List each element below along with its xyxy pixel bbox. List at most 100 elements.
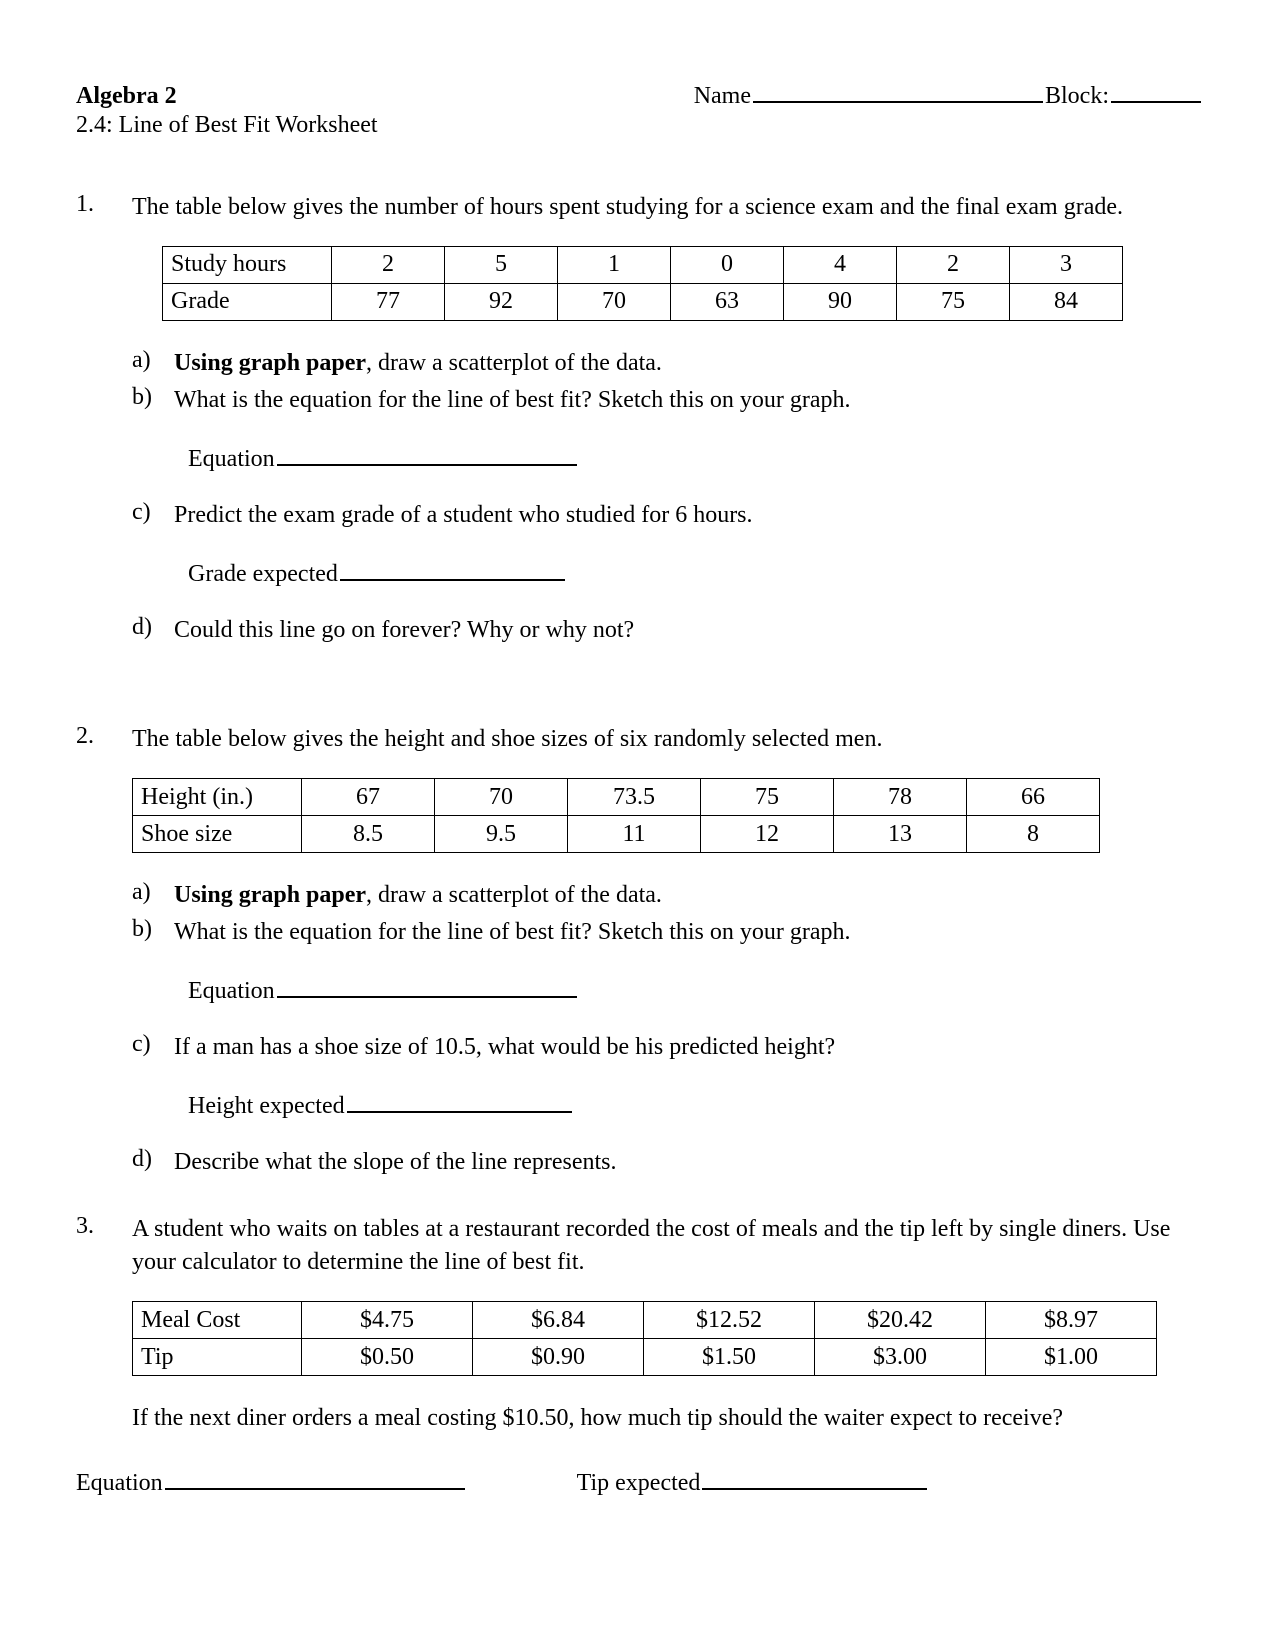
- problem-number: 2.: [76, 723, 132, 750]
- row-label: Height (in.): [133, 779, 302, 816]
- name-label: Name: [694, 83, 751, 109]
- equation-answer: Equation: [76, 1465, 467, 1497]
- data-cell: 66: [967, 779, 1100, 816]
- data-cell: 75: [897, 283, 1010, 320]
- data-cell: $1.50: [644, 1339, 815, 1376]
- sub-text: Using graph paper, draw a scatterplot of…: [174, 347, 1203, 380]
- problem-number: 1.: [76, 191, 132, 218]
- equation-answer: Equation: [188, 441, 1203, 473]
- tip-blank[interactable]: [702, 1465, 927, 1490]
- data-cell: 77: [332, 283, 445, 320]
- sub-letter: c): [132, 1031, 174, 1058]
- problem-prompt: A student who waits on tables at a resta…: [132, 1213, 1203, 1279]
- followup-text: If the next diner orders a meal costing …: [132, 1402, 1203, 1435]
- data-cell: 5: [445, 246, 558, 283]
- table-row: Shoe size 8.5 9.5 11 12 13 8: [133, 816, 1100, 853]
- answer-label: Equation: [188, 978, 275, 1004]
- table-row: Tip $0.50 $0.90 $1.50 $3.00 $1.00: [133, 1339, 1157, 1376]
- data-cell: $0.90: [473, 1339, 644, 1376]
- data-cell: 75: [701, 779, 834, 816]
- data-cell: 4: [784, 246, 897, 283]
- problem-2: 2. The table below gives the height and …: [76, 723, 1203, 1179]
- grade-expected-answer: Grade expected: [188, 556, 1203, 588]
- row-label: Meal Cost: [133, 1302, 302, 1339]
- data-cell: $0.50: [302, 1339, 473, 1376]
- data-table-3: Meal Cost $4.75 $6.84 $12.52 $20.42 $8.9…: [132, 1301, 1157, 1376]
- sub-text: Using graph paper, draw a scatterplot of…: [174, 879, 1203, 912]
- data-cell: 70: [435, 779, 568, 816]
- table-row: Height (in.) 67 70 73.5 75 78 66: [133, 779, 1100, 816]
- sub-letter: a): [132, 879, 174, 906]
- grade-blank[interactable]: [340, 556, 565, 581]
- sub-text: Could this line go on forever? Why or wh…: [174, 614, 1203, 647]
- data-cell: $8.97: [986, 1302, 1157, 1339]
- sub-letter: c): [132, 499, 174, 526]
- table-row: Meal Cost $4.75 $6.84 $12.52 $20.42 $8.9…: [133, 1302, 1157, 1339]
- data-cell: $3.00: [815, 1339, 986, 1376]
- data-cell: 13: [834, 816, 967, 853]
- worksheet-subtitle: 2.4: Line of Best Fit Worksheet: [76, 112, 1203, 139]
- equation-blank[interactable]: [277, 441, 577, 466]
- data-cell: 8.5: [302, 816, 435, 853]
- data-cell: $20.42: [815, 1302, 986, 1339]
- data-cell: 2: [332, 246, 445, 283]
- block-blank[interactable]: [1111, 78, 1201, 103]
- name-blank[interactable]: [753, 78, 1043, 103]
- sub-text: If a man has a shoe size of 10.5, what w…: [174, 1031, 1203, 1064]
- data-cell: 9.5: [435, 816, 568, 853]
- data-cell: 70: [558, 283, 671, 320]
- problem-3-answers: Equation Tip expected: [76, 1465, 1203, 1497]
- sub-text: Predict the exam grade of a student who …: [174, 499, 1203, 532]
- data-cell: 92: [445, 283, 558, 320]
- sub-letter: b): [132, 384, 174, 411]
- sub-letter: d): [132, 1146, 174, 1173]
- answer-label: Grade expected: [188, 561, 338, 587]
- data-cell: $12.52: [644, 1302, 815, 1339]
- data-cell: 0: [671, 246, 784, 283]
- data-cell: 2: [897, 246, 1010, 283]
- row-label: Shoe size: [133, 816, 302, 853]
- table-row: Study hours 2 5 1 0 4 2 3: [163, 246, 1123, 283]
- answer-label: Height expected: [188, 1093, 345, 1119]
- data-cell: 78: [834, 779, 967, 816]
- data-cell: 67: [302, 779, 435, 816]
- answer-label: Equation: [76, 1470, 163, 1496]
- data-cell: 90: [784, 283, 897, 320]
- problem-prompt: The table below gives the number of hour…: [132, 191, 1203, 224]
- equation-answer: Equation: [188, 973, 1203, 1005]
- name-block-group: Name Block:: [694, 78, 1203, 110]
- data-cell: $4.75: [302, 1302, 473, 1339]
- header-row: Algebra 2 NameBlock:: [76, 78, 1203, 110]
- data-cell: 8: [967, 816, 1100, 853]
- row-label: Study hours: [163, 246, 332, 283]
- data-table-1: Study hours 2 5 1 0 4 2 3 Grade 77: [162, 246, 1123, 321]
- data-cell: 3: [1010, 246, 1123, 283]
- data-cell: $6.84: [473, 1302, 644, 1339]
- block-label: Block:: [1045, 83, 1109, 109]
- problem-3: 3. A student who waits on tables at a re…: [76, 1213, 1203, 1497]
- data-cell: 11: [568, 816, 701, 853]
- data-cell: $1.00: [986, 1339, 1157, 1376]
- data-cell: 84: [1010, 283, 1123, 320]
- problems-container: 1. The table below gives the number of h…: [76, 191, 1203, 1497]
- equation-blank[interactable]: [165, 1465, 465, 1490]
- problem-number: 3.: [76, 1213, 132, 1240]
- sub-letter: b): [132, 916, 174, 943]
- row-label: Tip: [133, 1339, 302, 1376]
- equation-blank[interactable]: [277, 973, 577, 998]
- answer-label: Tip expected: [577, 1470, 701, 1496]
- tip-expected-answer: Tip expected: [577, 1465, 930, 1497]
- sub-text: What is the equation for the line of bes…: [174, 916, 1203, 949]
- worksheet-page: Algebra 2 NameBlock: 2.4: Line of Best F…: [0, 0, 1275, 1497]
- problem-prompt: The table below gives the height and sho…: [132, 723, 1203, 756]
- data-cell: 1: [558, 246, 671, 283]
- answer-label: Equation: [188, 446, 275, 472]
- sub-text: Describe what the slope of the line repr…: [174, 1146, 1203, 1179]
- row-label: Grade: [163, 283, 332, 320]
- height-blank[interactable]: [347, 1088, 572, 1113]
- problem-1: 1. The table below gives the number of h…: [76, 191, 1203, 681]
- height-expected-answer: Height expected: [188, 1088, 1203, 1120]
- data-table-2: Height (in.) 67 70 73.5 75 78 66 Shoe si…: [132, 778, 1100, 853]
- sub-letter: d): [132, 614, 174, 641]
- data-cell: 73.5: [568, 779, 701, 816]
